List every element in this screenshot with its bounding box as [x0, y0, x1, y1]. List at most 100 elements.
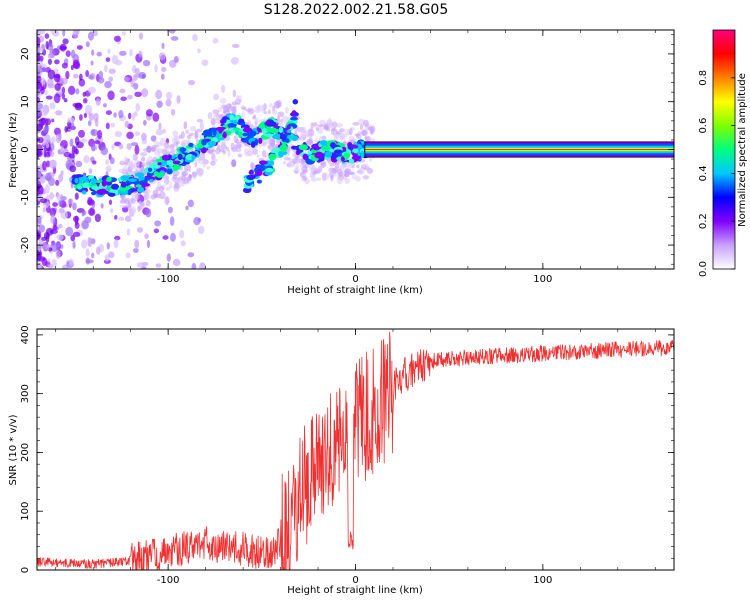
- noise-blob: [201, 59, 209, 67]
- noise-blob: [100, 146, 109, 156]
- branch-blob: [278, 151, 284, 158]
- noise-blob: [161, 66, 167, 73]
- noise-blob: [76, 141, 84, 149]
- halo-blob: [145, 199, 151, 207]
- noise-blob: [44, 183, 50, 194]
- halo-blob: [215, 117, 222, 125]
- halo-blob: [142, 152, 148, 157]
- noise-blob: [141, 261, 149, 267]
- halo-blob: [172, 174, 178, 180]
- halo-blob: [143, 148, 149, 152]
- noise-blob: [180, 240, 186, 247]
- ridge-blob: [128, 178, 137, 182]
- halo-blob: [343, 173, 350, 178]
- noise-blob: [105, 110, 113, 115]
- halo-blob: [268, 103, 273, 108]
- noise-blob: [63, 151, 72, 158]
- noise-blob: [70, 49, 76, 59]
- noise-blob: [67, 85, 76, 96]
- noise-blob: [67, 198, 74, 205]
- ridge-blob: [111, 183, 119, 190]
- ridge-blob: [324, 150, 333, 158]
- snr-ytick-label: 100: [20, 502, 31, 521]
- ridge-blob: [238, 118, 245, 123]
- halo-blob: [168, 144, 175, 150]
- spectrogram-xtick-label: 100: [533, 274, 552, 285]
- ridge-blob: [341, 146, 347, 151]
- halo-blob: [132, 153, 136, 161]
- halo-blob: [356, 164, 360, 168]
- branch-blob: [281, 141, 287, 146]
- noise-blob: [95, 97, 101, 106]
- halo-blob: [316, 177, 322, 181]
- halo-blob: [271, 109, 275, 115]
- noise-blob: [41, 78, 46, 86]
- branch-blob: [265, 167, 274, 173]
- noise-blob: [41, 236, 48, 241]
- halo-blob: [153, 141, 159, 145]
- noise-blob: [134, 91, 142, 98]
- noise-blob: [191, 262, 197, 269]
- noise-blob: [44, 151, 51, 158]
- noise-blob: [83, 112, 88, 119]
- noise-blob: [166, 91, 173, 100]
- noise-blob: [114, 215, 118, 220]
- halo-blob: [352, 121, 360, 126]
- halo-blob: [327, 118, 332, 126]
- noise-blob: [37, 79, 42, 90]
- noise-blob: [155, 89, 163, 100]
- noise-blob: [55, 110, 63, 116]
- ridge-blob: [237, 131, 243, 138]
- noise-blob: [74, 192, 79, 200]
- noise-blob: [78, 73, 83, 81]
- halo-blob: [367, 126, 372, 131]
- halo-blob: [233, 135, 238, 143]
- noise-blob: [85, 69, 89, 78]
- halo-blob: [286, 116, 290, 121]
- noise-blob: [210, 117, 216, 126]
- noise-blob: [169, 216, 175, 226]
- noise-blob: [105, 57, 111, 63]
- noise-blob: [150, 135, 157, 142]
- noise-blob: [92, 30, 98, 37]
- noise-blob: [40, 117, 46, 126]
- halo-blob: [119, 200, 126, 204]
- halo-blob: [164, 172, 168, 180]
- ridge-blob: [261, 128, 268, 134]
- noise-blob: [187, 79, 196, 86]
- halo-blob: [310, 122, 314, 130]
- ridge-blob: [227, 122, 237, 128]
- noise-blob: [111, 144, 115, 150]
- halo-blob: [241, 106, 247, 111]
- ridge-blob: [157, 162, 162, 166]
- noise-blob: [87, 120, 92, 127]
- noise-blob: [213, 93, 220, 101]
- noise-blob: [105, 165, 112, 173]
- noise-blob: [132, 74, 138, 82]
- noise-blob: [155, 263, 162, 268]
- branch-blob: [292, 99, 299, 105]
- halo-blob: [334, 162, 340, 169]
- halo-blob: [194, 130, 198, 139]
- ridge-blob: [278, 126, 284, 133]
- snr-xtick-label: 0: [352, 575, 358, 586]
- noise-blob: [113, 239, 119, 249]
- snr-background: [37, 329, 674, 570]
- noise-blob: [197, 48, 201, 53]
- halo-blob: [359, 124, 364, 130]
- spectrogram-xtick-label: 0: [352, 274, 358, 285]
- noise-blob: [37, 123, 43, 131]
- noise-blob: [55, 249, 61, 259]
- halo-blob: [123, 165, 127, 174]
- noise-blob: [84, 104, 93, 115]
- halo-blob: [362, 119, 369, 128]
- halo-blob: [140, 156, 145, 162]
- noise-blob: [141, 266, 147, 269]
- spectrogram-ytick-label: 10: [20, 95, 31, 108]
- ridge-blob: [212, 129, 217, 136]
- snr-ylabel: SNR (10 * v/v): [8, 414, 19, 485]
- noise-blob: [119, 50, 127, 56]
- branch-blob: [268, 153, 277, 161]
- noise-blob: [128, 112, 132, 120]
- spectrogram-xlabel: Height of straight line (km): [287, 285, 423, 296]
